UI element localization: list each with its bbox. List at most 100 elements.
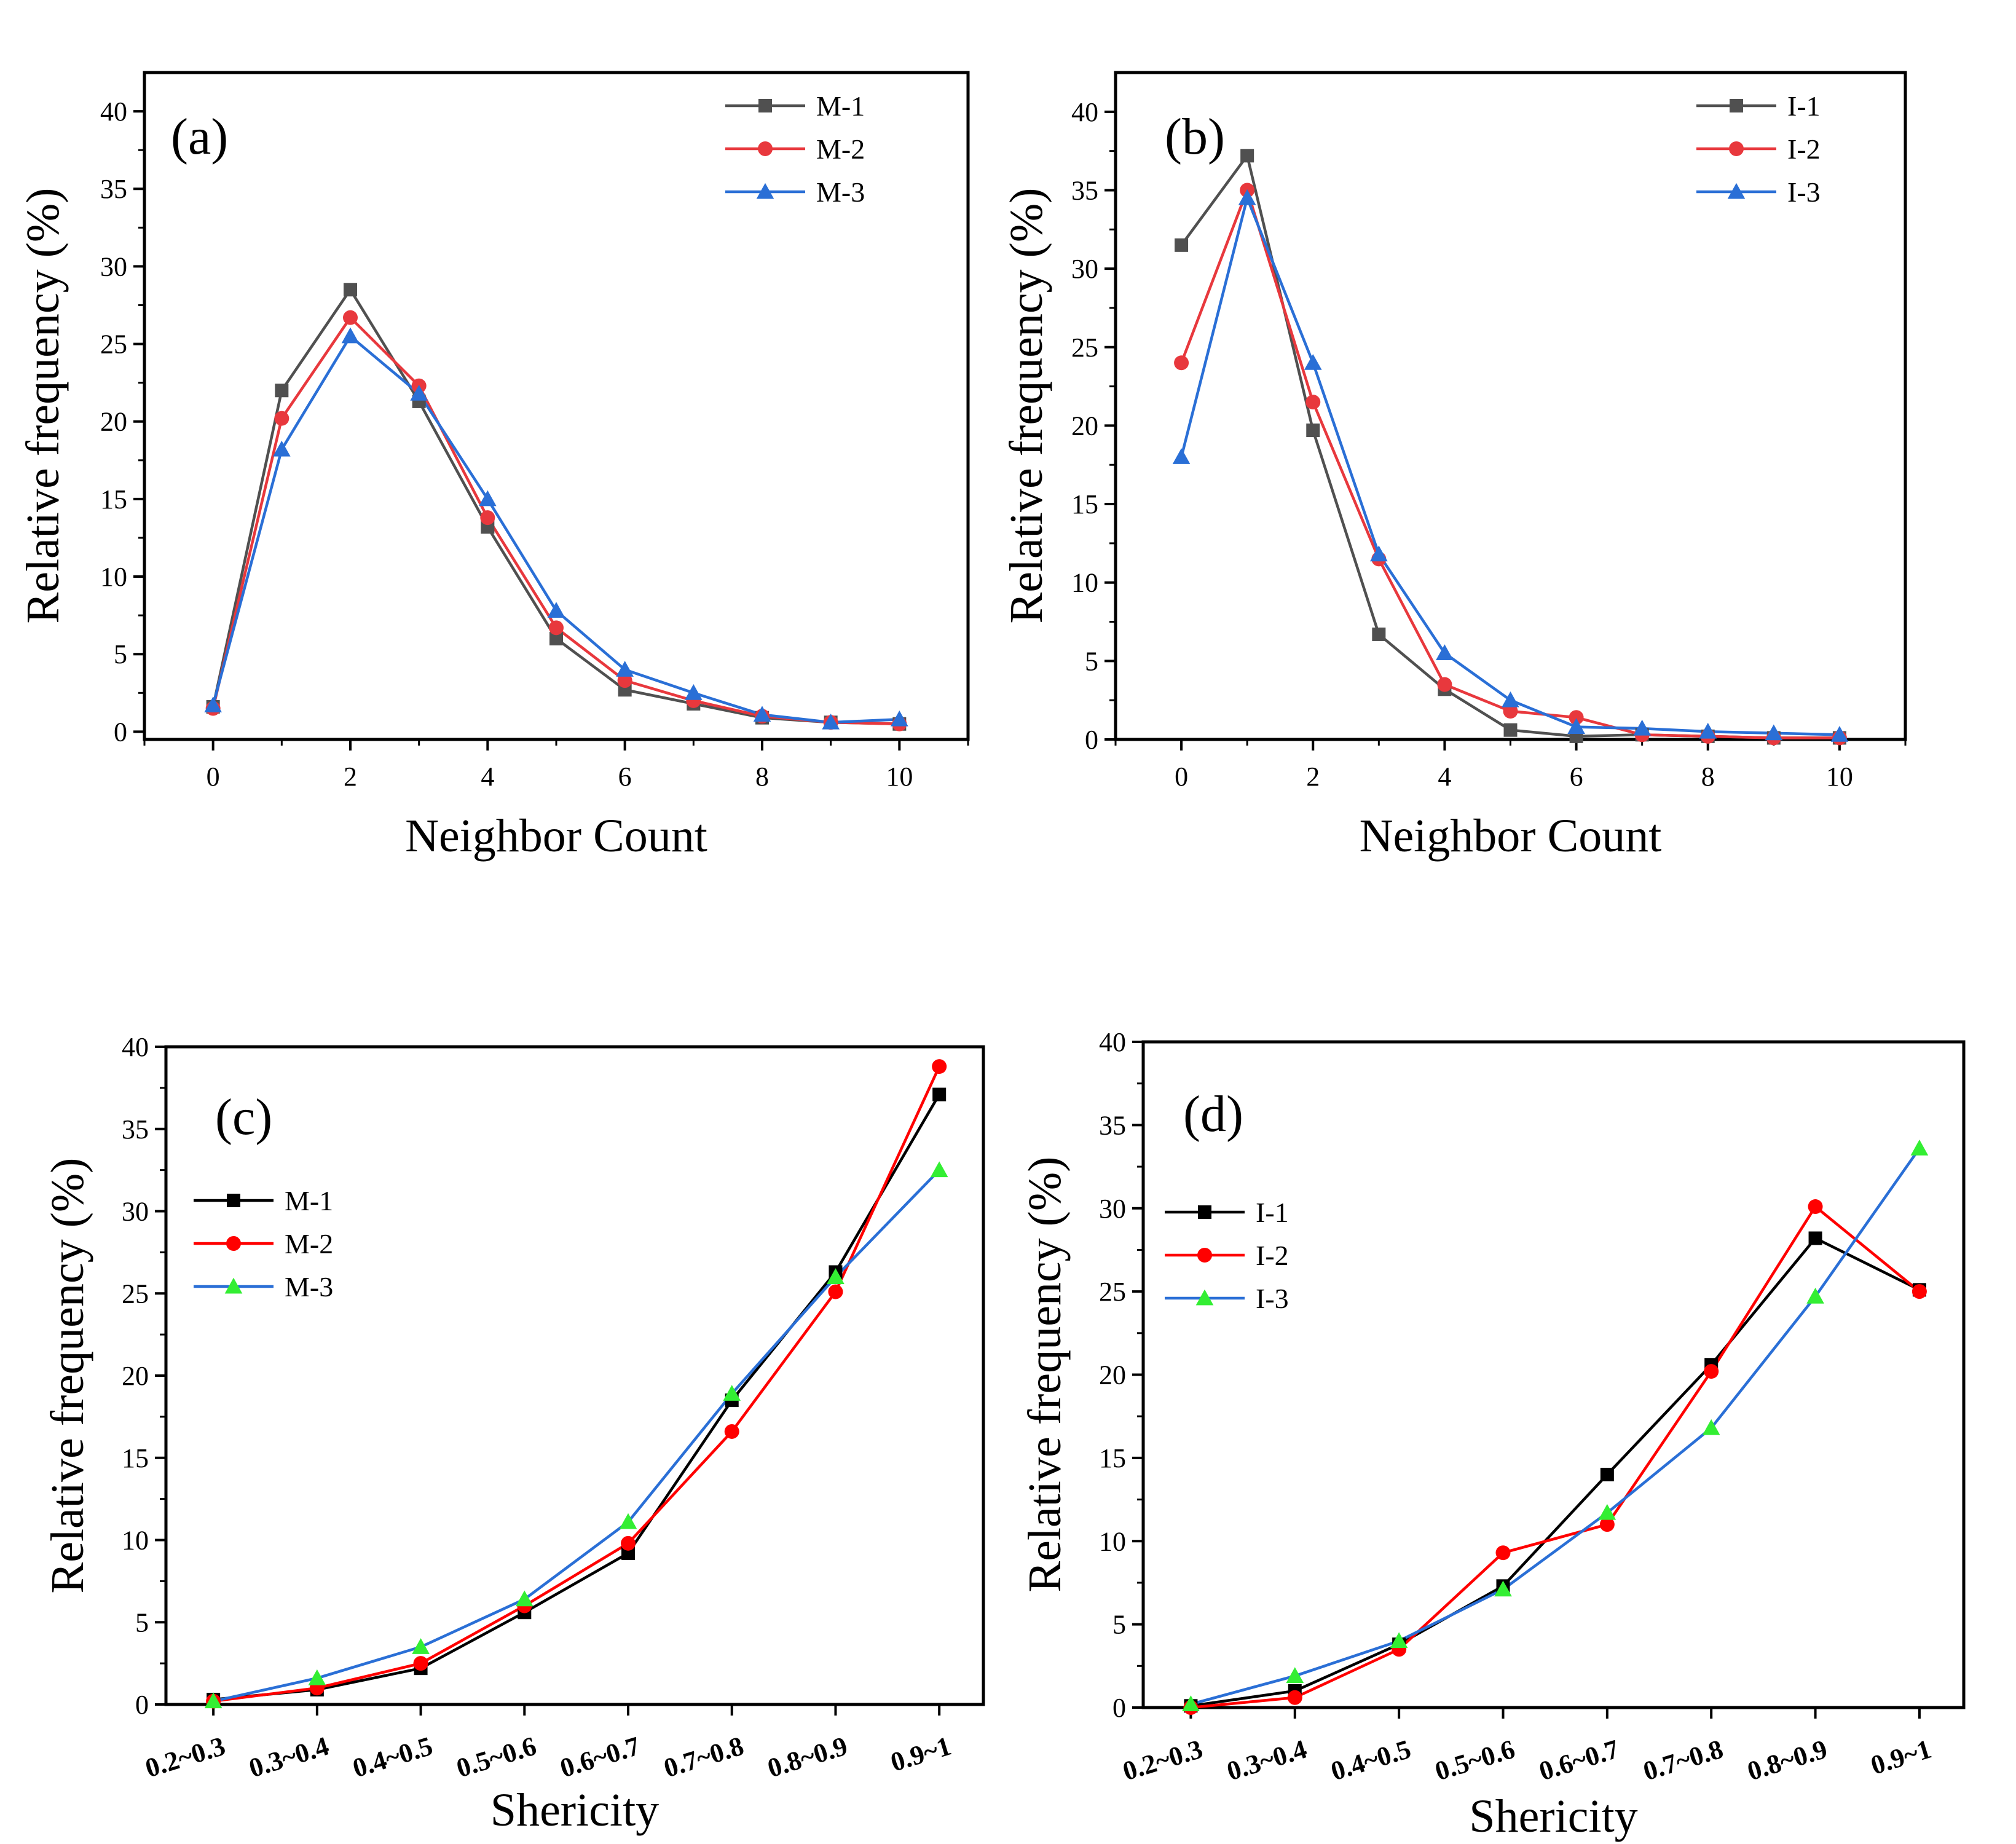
y-tick-label: 20 [100, 407, 127, 437]
legend-label: M-1 [816, 90, 865, 122]
series-markers-M-3 [204, 327, 908, 730]
x-tick-label: 6 [1570, 762, 1583, 792]
data-point [1502, 691, 1519, 707]
data-point [891, 710, 908, 727]
data-point [410, 385, 428, 401]
series-markers-M-1 [206, 283, 907, 731]
legend-marker [758, 99, 772, 112]
x-axis: 0.2~0.3 0.3~0.4 0.4~0.5 0.5~0.6 0.6~0.7 0.7~0… [142, 1704, 955, 1783]
legend-marker [227, 1194, 240, 1207]
series-line-I-2 [1179, 189, 1840, 739]
legend-label: M-3 [816, 176, 865, 208]
y-tick-label: 30 [1099, 1194, 1126, 1224]
x-tick-label: 0.9~1 [887, 1731, 955, 1778]
data-point [341, 327, 360, 344]
y-tick-label: 40 [100, 97, 127, 127]
x-tick-label: 0.9~1 [1867, 1734, 1935, 1781]
y-axis: 0 5 10 15 20 25 30 35 40 [1071, 97, 1116, 755]
data-point [1175, 238, 1189, 252]
series-line-I-2 [1191, 1205, 1921, 1709]
data-point [932, 1087, 947, 1101]
data-point [1598, 1503, 1616, 1520]
y-tick-label: 10 [100, 562, 127, 592]
data-point [1172, 448, 1191, 464]
y-tick-label: 35 [100, 174, 127, 204]
plot-frame [1141, 1040, 1966, 1709]
y-tick-label: 15 [122, 1443, 149, 1473]
data-point [617, 673, 632, 688]
x-axis: 0 2 4 6 8 10 [143, 739, 969, 792]
series-markers-I-1 [1175, 149, 1846, 745]
plot-frame [164, 1045, 985, 1706]
data-point [1306, 424, 1320, 438]
y-tick-label: 35 [1071, 175, 1098, 205]
y-tick-label: 25 [122, 1279, 149, 1309]
data-point [1503, 704, 1518, 719]
y-tick-label: 20 [1071, 411, 1098, 441]
data-point [1633, 719, 1651, 736]
data-point [1808, 1199, 1823, 1215]
y-tick-label: 0 [1085, 725, 1098, 755]
series-markers-M-2 [206, 1059, 947, 1709]
x-tick-label: 0.2~0.3 [1119, 1734, 1206, 1787]
data-point [549, 620, 564, 636]
y-axis-title: Relative frequency (%) [1001, 188, 1052, 624]
series-line-I-1 [1191, 1237, 1920, 1708]
x-tick-label: 4 [481, 762, 494, 792]
data-point [827, 1268, 845, 1284]
legend-label: M-2 [285, 1228, 333, 1259]
y-tick-label: 25 [1071, 333, 1098, 363]
data-point [204, 696, 222, 712]
x-tick-label: 0.8~0.9 [1744, 1734, 1830, 1787]
series-line-M-1 [211, 288, 900, 726]
data-point [343, 310, 358, 325]
y-tick-label: 5 [114, 639, 127, 669]
data-point [1390, 1632, 1408, 1649]
x-tick-label: 0.3~0.4 [1223, 1734, 1310, 1787]
panel-label: (c) [215, 1089, 272, 1146]
series-markers-I-2 [1183, 1199, 1927, 1715]
y-tick-label: 40 [122, 1032, 149, 1062]
y-tick-label: 30 [100, 251, 127, 282]
data-point [275, 384, 289, 398]
x-tick-label: 0.2~0.3 [142, 1731, 229, 1784]
data-point [1238, 189, 1256, 205]
data-point [547, 602, 565, 618]
legend-marker [1198, 1205, 1211, 1219]
data-point [549, 631, 563, 645]
series-line-M-3 [213, 1169, 940, 1703]
y-tick-label: 5 [135, 1607, 149, 1637]
legend-marker [758, 141, 773, 156]
data-point [930, 1161, 948, 1178]
x-tick-label: 0.6~0.7 [557, 1731, 644, 1784]
legend-label: I-3 [1256, 1283, 1289, 1314]
series-markers-M-1 [207, 1087, 947, 1706]
y-tick-label: 25 [1099, 1277, 1126, 1307]
series-line-M-2 [213, 1066, 941, 1703]
x-tick-label: 0.4~0.5 [1328, 1734, 1414, 1787]
data-point [616, 661, 634, 677]
x-tick-label: 0.8~0.9 [764, 1731, 851, 1784]
data-point [932, 1059, 947, 1074]
data-point [274, 411, 289, 426]
legend-label: I-1 [1787, 90, 1821, 122]
data-point [1912, 1284, 1927, 1299]
data-point [1436, 644, 1454, 661]
data-point [1910, 1139, 1929, 1156]
y-axis-title: Relative frequency (%) [1019, 1157, 1071, 1593]
legend: M-1 M-2 M-3 [194, 1185, 333, 1302]
legend-marker [1729, 141, 1744, 156]
data-point [412, 1638, 430, 1654]
series-line-I-3 [1179, 196, 1840, 736]
legend-marker [226, 1236, 241, 1251]
x-tick-label: 0.4~0.5 [349, 1731, 436, 1784]
x-tick-label: 0.5~0.6 [453, 1731, 540, 1784]
data-point [1437, 677, 1452, 692]
data-point [1830, 726, 1849, 742]
legend-label: I-1 [1256, 1197, 1289, 1228]
data-point [822, 713, 840, 730]
y-tick-label: 40 [1071, 97, 1098, 127]
data-point [1494, 1580, 1512, 1597]
data-point [1286, 1667, 1304, 1683]
